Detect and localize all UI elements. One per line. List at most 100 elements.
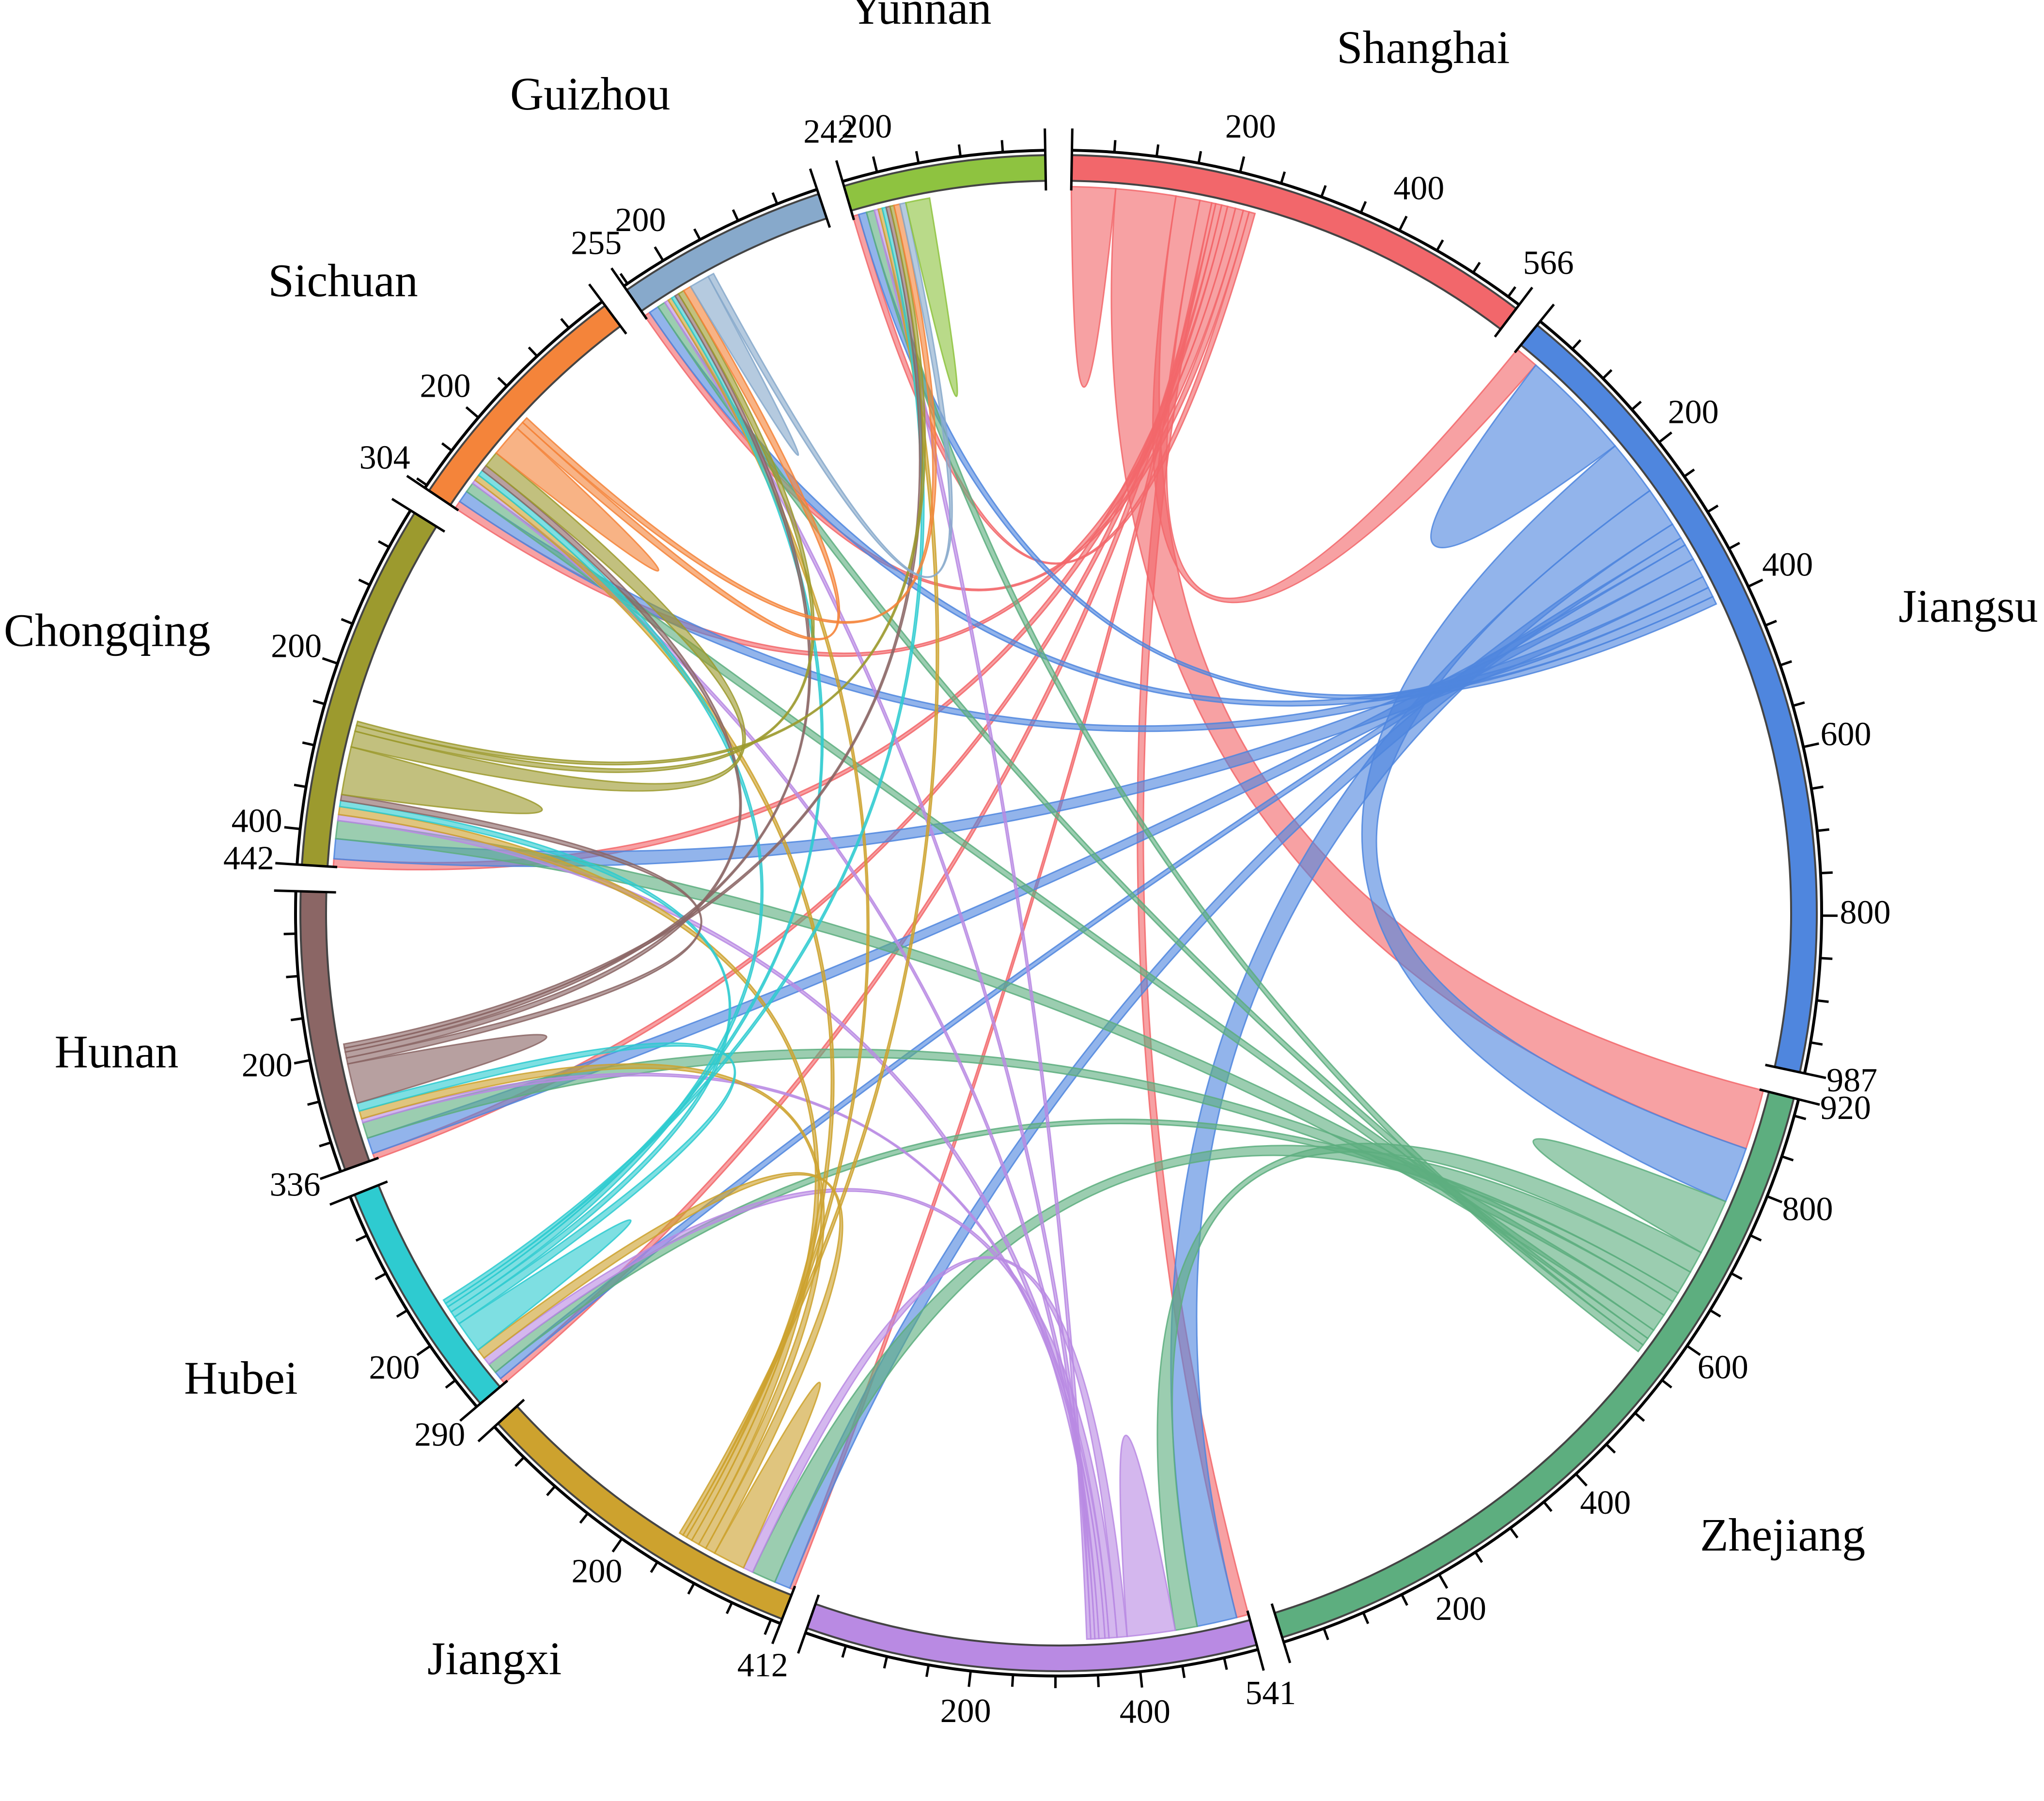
segment-axis-guizhou [623,188,818,288]
tick-mark-jiangsu [1602,369,1613,380]
tick-mark-hunan [286,975,298,978]
outer-ring [274,128,1838,1688]
tick-mark-jiangsu [1707,504,1719,513]
tick-mark-shanghai [1472,262,1481,274]
tick-mark-shanghai [1197,151,1202,164]
segment-total-chongqing: 442 [223,839,274,877]
tick-mark-anhui [1223,1657,1228,1670]
ribbon-sichuan-to-guizhou [516,285,841,641]
tick-label-zhejiang: 800 [1782,1191,1833,1228]
segment-axis-shanghai [1072,149,1520,306]
tick-mark-zhejiang [1781,1155,1794,1162]
tick-mark-hubei [416,1345,431,1356]
tick-mark-chongqing [294,783,307,788]
segment-total-hunan: 336 [270,1166,321,1203]
segment-axis-sichuan [423,300,603,489]
tick-mark-jiangxi [725,1602,733,1615]
segment-axis-zhejiang [1283,1099,1800,1644]
ribbon-jiangsu-to-jiangxi [774,523,1682,1589]
tick-mark-jiangxi [764,1619,772,1635]
tick-label-jiangsu: 600 [1821,716,1872,753]
tick-mark-hunan [319,1141,331,1148]
segment-name-guizhou: Guizhou [510,68,671,120]
segment-band-hunan [299,890,371,1171]
tick-label-anhui: 400 [1120,1693,1170,1730]
ribbon-anhui-to-yunnan [873,208,1092,1640]
tick-mark-chongqing [284,826,300,830]
tick-mark-jiangsu [1820,871,1833,875]
ribbon-zhejiang-to-sichuan [466,482,1655,1340]
segment-edge-jiangsu [1513,303,1555,354]
tick-mark-zhejiang [1605,1443,1616,1454]
ribbon-guizhou-to-yunnan [707,202,953,578]
tick-label-sichuan: 200 [420,368,470,405]
label-layer: 200 400 566 Shanghai 200 400 600 800 987 Jiangsu 2… [4,0,2038,1801]
tick-mark-guizhou [771,192,779,204]
tick-mark-chongqing [377,540,390,548]
segment-total-anhui: 541 [1245,1675,1296,1712]
tick-mark-jiangsu [1631,401,1642,411]
tick-label-hunan: 200 [242,1047,293,1084]
ribbon-hubei-to-guizhou [444,295,824,1308]
segment-total-zhejiang: 920 [1820,1089,1871,1127]
tick-mark-shanghai [1398,216,1408,231]
segment-edge-guizhou [809,168,831,228]
segment-axis-jiangxi [493,1426,781,1625]
tick-mark-shanghai [1320,185,1327,198]
tick-mark-jiangsu [1793,701,1805,707]
tick-mark-chongqing [322,657,338,665]
tick-mark-shanghai [1113,140,1117,153]
ribbon-hubei-to-yunnan [442,206,925,1304]
tick-label-chongqing: 400 [232,802,282,839]
tick-mark-jiangsu [1803,742,1819,748]
tick-mark-chongqing [312,699,325,705]
tick-mark-guizhou [619,273,629,284]
tick-label-shanghai: 200 [1225,108,1276,145]
tick-mark-jiangxi [650,1561,658,1573]
tick-mark-sichuan [441,442,452,452]
segment-total-yunnan: 242 [803,113,854,151]
tick-mark-jiangxi [687,1583,695,1595]
tick-mark-zhejiang [1509,1527,1519,1538]
tick-mark-jiangsu [1748,578,1763,588]
ribbon-jiangsu-to-hubei [494,537,1686,1380]
ribbon-chongqing-to-yunnan [356,204,926,766]
tick-mark-yunnan [872,156,878,172]
tick-mark-yunnan [957,144,962,157]
segment-total-hubei: 290 [414,1416,465,1454]
segment-edge-shanghai [1070,128,1074,191]
segment-name-jiangxi: Jiangxi [427,1632,562,1684]
tick-label-jiangsu: 400 [1762,546,1813,583]
tick-mark-anhui [1181,1665,1186,1678]
tick-mark-jiangsu [1764,620,1777,627]
tick-mark-jiangsu [1571,339,1582,350]
tick-mark-jiangsu [1658,431,1672,444]
ribbon-hubei-to-chongqing [339,799,732,1318]
tick-label-anhui: 200 [940,1692,991,1730]
tick-mark-jiangsu [1816,999,1829,1003]
tick-mark-jiangsu [1810,1041,1823,1046]
tick-mark-hubei [396,1309,408,1318]
tick-mark-chongqing [302,741,315,746]
tick-mark-shanghai [1435,239,1444,251]
tick-mark-shanghai [1279,171,1286,184]
segment-edge-jiangxi [477,1398,525,1443]
segment-axis-anhui [805,1631,1259,1677]
segment-edge-hunan [319,1157,379,1180]
ribbon-hubei-to-hunan [356,1042,736,1325]
ribbon-jiangsu-to-jiangsu [1430,364,1616,549]
tick-mark-shanghai [1359,201,1367,213]
tick-mark-zhejiang [1686,1345,1701,1356]
tick-mark-sichuan [465,406,480,419]
tick-mark-jiangsu [1779,660,1793,667]
tick-mark-jiangsu [1811,785,1824,790]
ribbon-hunan-to-guizhou [343,293,811,1053]
tick-label-jiangsu: 800 [1840,894,1890,932]
segment-name-shanghai: Shanghai [1337,21,1510,73]
tick-mark-zhejiang [1362,1612,1370,1624]
tick-mark-zhejiang [1766,1195,1783,1204]
segment-axis-hubei [348,1195,478,1408]
ribbon-jiangxi-to-yunnan [678,207,939,1537]
tick-mark-zhejiang [1543,1501,1553,1512]
segment-edge-hubei [329,1180,388,1206]
